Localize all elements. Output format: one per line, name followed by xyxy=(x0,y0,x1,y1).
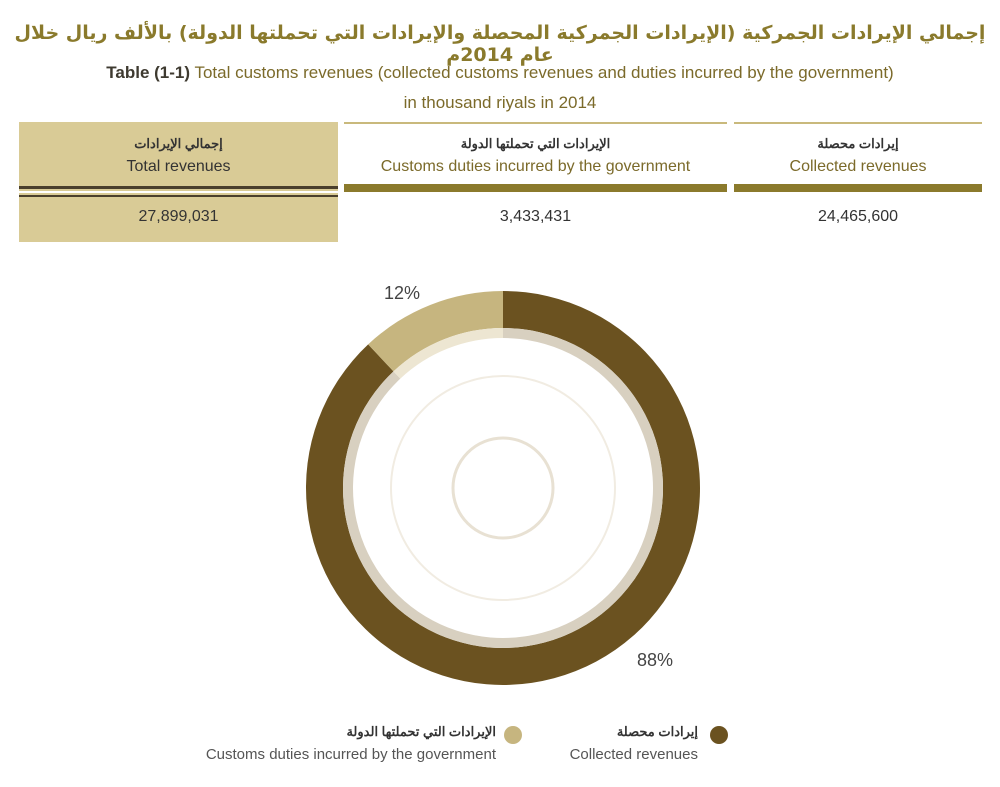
title-english: Table (1-1) Total customs revenues (coll… xyxy=(0,58,1000,118)
header-en: Customs duties incurred by the governmen… xyxy=(380,158,691,175)
donut-slice-collected xyxy=(306,291,700,685)
legend-swatch xyxy=(504,726,522,744)
table-number: Table (1-1) xyxy=(106,63,191,82)
header-en: Total revenues xyxy=(126,158,231,175)
divider xyxy=(734,184,982,192)
legend-label-ar: الإيرادات التي تحملتها الدولة xyxy=(346,724,496,739)
divider xyxy=(19,186,338,189)
value-collected: 24,465,600 xyxy=(817,208,899,225)
title-english-line2: in thousand riyals in 2014 xyxy=(403,93,597,112)
donut-slice-duties xyxy=(368,291,503,372)
divider xyxy=(19,191,338,193)
divider xyxy=(344,184,727,192)
legend-label-en: Customs duties incurred by the governmen… xyxy=(205,746,496,763)
legend-label-ar: إيرادات محصلة xyxy=(616,724,698,739)
title-english-text: Total customs revenues (collected custom… xyxy=(194,63,894,82)
watermark-logo xyxy=(451,436,555,540)
legend-label-en: Collected revenues xyxy=(569,746,698,763)
divider xyxy=(344,122,727,124)
divider xyxy=(19,195,338,197)
title-arabic: إجمالي الإيرادات الجمركية (الإيرادات الج… xyxy=(14,22,986,66)
column-collected: إيرادات محصلة Collected revenues 24,465,… xyxy=(734,122,982,242)
column-duties: الإيرادات التي تحملتها الدولة Customs du… xyxy=(344,122,727,242)
donut-inner-band xyxy=(393,328,503,379)
legend-swatch xyxy=(710,726,728,744)
value-total: 27,899,031 xyxy=(138,208,219,225)
slice-label-collected: 88% xyxy=(637,650,674,670)
header-ar: الإيرادات التي تحملتها الدولة xyxy=(460,136,611,151)
slice-label-duties: 12% xyxy=(384,283,421,303)
value-duties: 3,433,431 xyxy=(499,208,572,225)
header-en: Collected revenues xyxy=(789,158,927,175)
legend-duties: الإيرادات التي تحملتها الدولة Customs du… xyxy=(190,724,522,763)
divider xyxy=(734,122,982,124)
header-ar: إجمالي الإيرادات xyxy=(134,136,223,151)
watermark-logo xyxy=(390,375,616,601)
legend-collected: إيرادات محصلة Collected revenues xyxy=(560,724,728,763)
header-ar: إيرادات محصلة xyxy=(817,136,899,151)
column-total: إجمالي الإيرادات Total revenues 27,899,0… xyxy=(19,122,338,242)
